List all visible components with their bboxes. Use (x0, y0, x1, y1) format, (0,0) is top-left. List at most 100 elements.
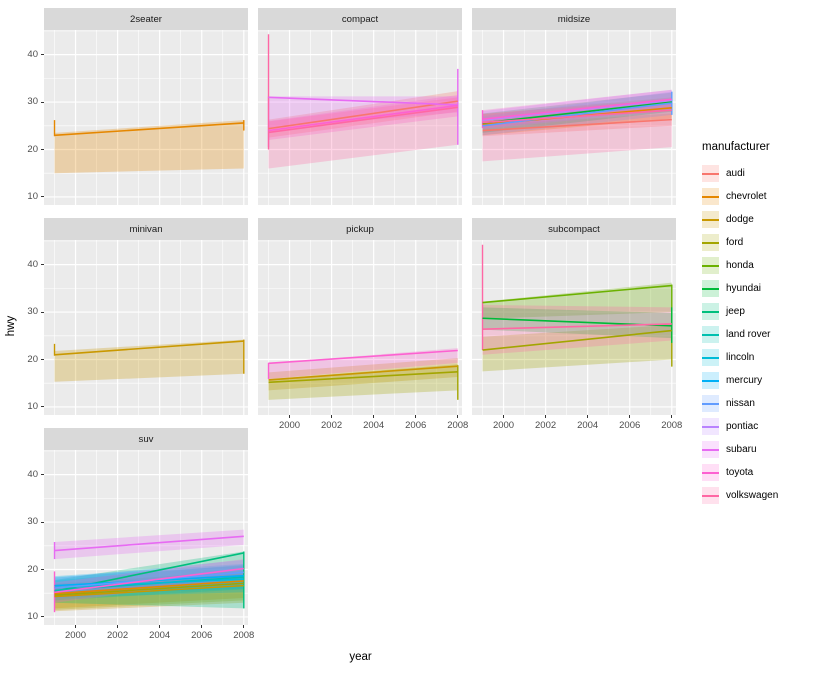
facet-strip-compact: compact (258, 8, 462, 30)
trend-line-pontiac (482, 99, 672, 121)
x-tick-label: 2004 (363, 420, 385, 431)
ci-ribbon-chevrolet (54, 120, 244, 174)
facet-strip-suv: suv (44, 428, 248, 450)
trend-line-nissan (482, 102, 672, 127)
trend-line-chevrolet (54, 580, 244, 595)
x-tick-mark (545, 415, 547, 418)
legend-key-line (702, 333, 719, 336)
legend-item-label: pontiac (726, 421, 759, 432)
legend-key-line (702, 471, 719, 474)
trend-line-audi (482, 118, 672, 132)
x-tick-label: 2002 (107, 630, 129, 641)
y-tick-label: 40 (27, 468, 38, 480)
facet-panel-pickup (258, 240, 462, 415)
legend-key-swatch (702, 349, 719, 366)
trend-line-ford (268, 371, 458, 384)
legend-key-swatch (702, 303, 719, 320)
x-tick-label: 2004 (149, 630, 171, 641)
x-tick-mark (159, 625, 161, 628)
legend-key-swatch (702, 418, 719, 435)
y-tick-mark (41, 311, 44, 313)
legend-key-swatch (702, 211, 719, 228)
legend-key-line (702, 402, 719, 405)
y-tick-label: 30 (27, 96, 38, 108)
x-tick-mark (117, 625, 119, 628)
facet-strip-minivan: minivan (44, 218, 248, 240)
x-tick-label: 2006 (619, 420, 641, 431)
ci-ribbon-nissan (482, 91, 672, 136)
x-tick-mark (629, 415, 631, 418)
x-tick-label: 2004 (577, 420, 599, 431)
legend-items: audi chevrolet dodge ford honda hyundai jeep la… (702, 165, 814, 504)
y-tick-mark (41, 474, 44, 476)
legend-key-swatch (702, 257, 719, 274)
x-axis-title: year (349, 651, 372, 663)
facet-panel-subcompact (472, 240, 676, 415)
ci-ribbon-ford (482, 324, 672, 372)
x-tick-mark (415, 415, 417, 418)
legend-key-line (702, 264, 719, 267)
legend-item-label: audi (726, 168, 745, 179)
y-tick-mark (41, 149, 44, 150)
facet-panel-compact (258, 30, 462, 205)
legend-key-line (702, 310, 719, 313)
trend-line-toyota (268, 349, 458, 365)
legend-item-label: mercury (726, 375, 763, 386)
legend-item-label: subaru (726, 444, 757, 455)
facet-strip-label: suv (138, 433, 154, 445)
legend-item-label: toyota (726, 467, 754, 478)
legend-key-line (702, 241, 719, 244)
legend-item-mercury: mercury (702, 372, 814, 389)
legend-item-label: lincoln (726, 352, 755, 363)
ci-ribbon-ford (268, 364, 458, 400)
x-tick-mark (457, 415, 459, 418)
panel-canvas (472, 30, 676, 205)
trend-line-volkswagen (482, 323, 672, 330)
legend-item-ford: ford (702, 234, 814, 251)
legend-item-label: ford (726, 237, 744, 248)
panel-canvas (44, 30, 248, 205)
ci-ribbon-volkswagen (268, 97, 458, 169)
ci-ribbon-dodge (268, 358, 458, 391)
legend-item-subaru: subaru (702, 441, 814, 458)
trend-line-toyota (482, 98, 672, 120)
legend-title: manufacturer (702, 141, 770, 153)
y-tick-label: 20 (27, 353, 38, 365)
trend-line-hyundai (482, 101, 672, 124)
y-tick-label: 10 (27, 190, 38, 202)
trend-line-subaru (54, 535, 244, 552)
legend-item-pontiac: pontiac (702, 418, 814, 435)
y-tick-label: 10 (27, 610, 38, 622)
x-tick-mark (587, 415, 589, 418)
x-tick-mark (243, 625, 245, 628)
legend-key-swatch (702, 372, 719, 389)
trend-line-subaru (268, 96, 458, 106)
x-tick-label: 2008 (447, 420, 469, 431)
y-tick-mark (41, 54, 44, 56)
x-tick-mark (201, 625, 203, 628)
trend-line-dodge (54, 340, 244, 356)
x-tick-label: 2000 (492, 420, 515, 431)
legend-item-jeep: jeep (702, 303, 814, 320)
legend-item-toyota: toyota (702, 464, 814, 481)
y-tick-mark (41, 101, 44, 103)
x-tick-mark (289, 415, 291, 418)
facet-strip-label: compact (341, 13, 379, 25)
y-tick-label: 30 (27, 516, 38, 528)
ci-ribbon-subaru (54, 529, 244, 560)
legend-key-swatch (702, 487, 719, 504)
facet-strip-2seater: 2seater (44, 8, 248, 30)
y-tick-mark (41, 521, 44, 523)
legend-key-line (702, 448, 719, 451)
legend-item-label: land rover (726, 329, 771, 340)
ci-ribbon-honda (482, 282, 672, 319)
legend-key-swatch (702, 441, 719, 458)
x-tick-label: 2008 (661, 420, 683, 431)
legend-item-nissan: nissan (702, 395, 814, 412)
ci-ribbon-toyota (268, 348, 458, 379)
y-tick-label: 40 (27, 258, 38, 270)
legend: manufacturer audi chevrolet dodge ford honda… (702, 141, 814, 510)
y-tick-label: 10 (27, 400, 38, 412)
panel-canvas (472, 240, 676, 415)
legend-key-line (702, 287, 719, 290)
